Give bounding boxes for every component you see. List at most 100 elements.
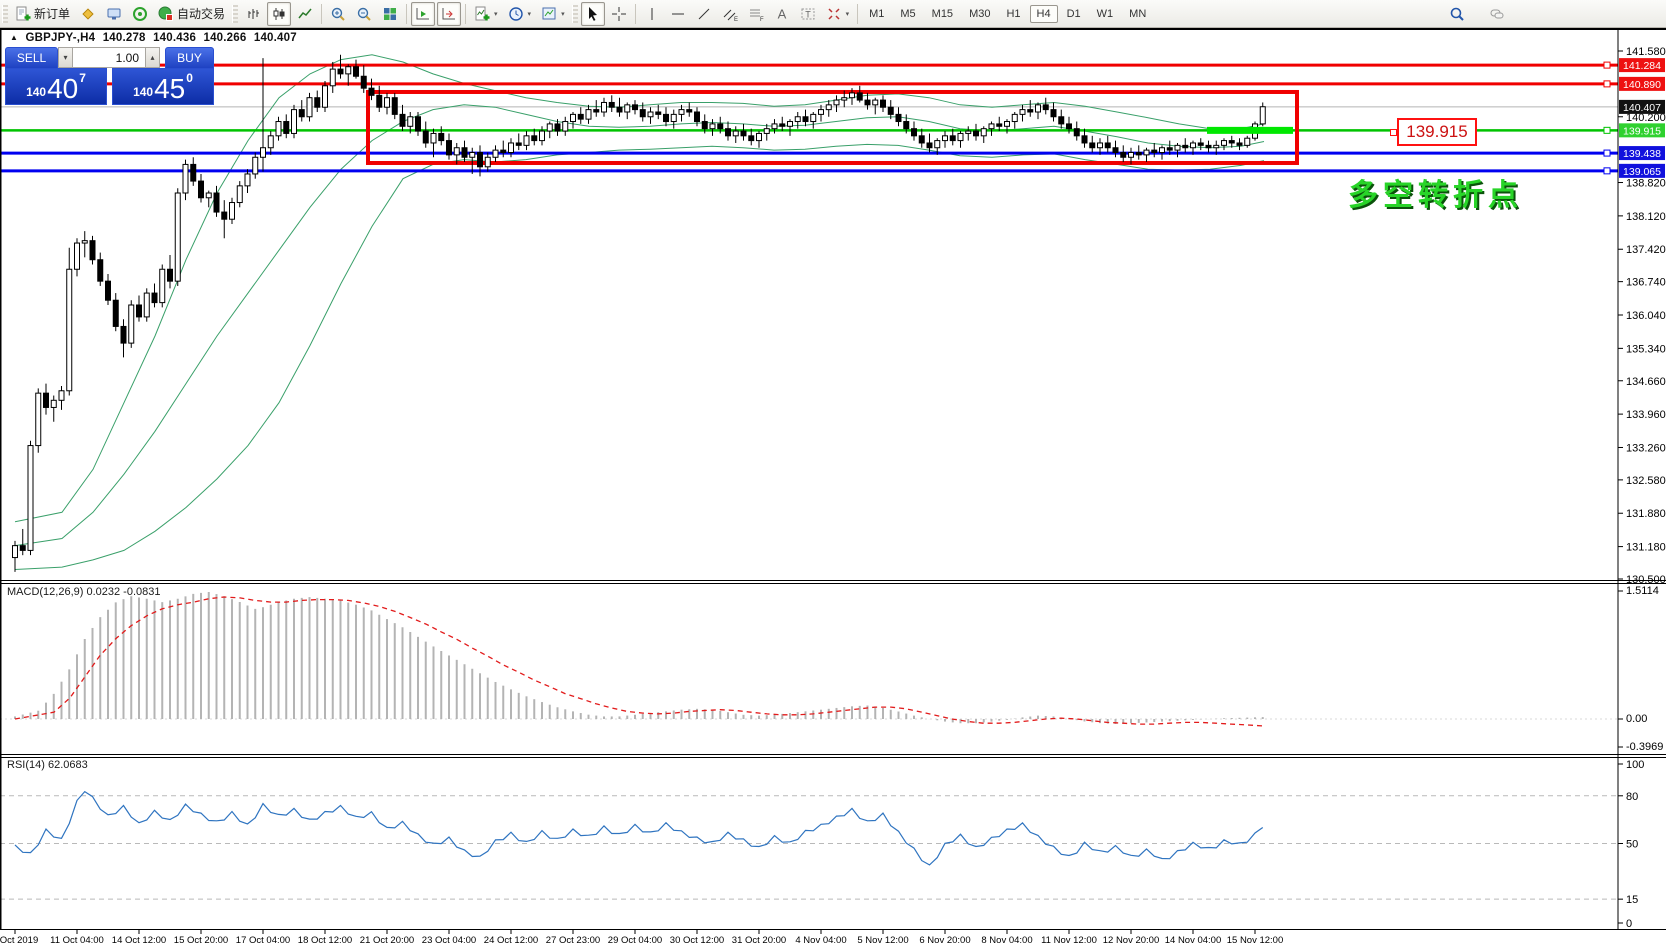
price-tick-label: 141.580 [1626,46,1666,58]
tab-timeframe-m30[interactable]: M30 [969,7,991,20]
tab-timeframe-h4[interactable]: H4 [1029,4,1058,23]
rsi-panel[interactable] [0,790,1618,900]
equidistant-channel-button[interactable]: E [718,2,742,26]
toolbar-drag-handle[interactable] [2,4,8,23]
tab-timeframe-h1[interactable]: H1 [1006,7,1021,20]
line-anchor-handle[interactable] [1603,61,1611,69]
text-label-button[interactable]: T [796,2,820,26]
crosshair-button[interactable] [607,2,631,26]
templates-button[interactable]: ▾ [537,2,569,26]
price-line-label-text: 139.438 [1623,148,1661,160]
line-anchor-handle[interactable] [1603,126,1611,134]
time-tick-label: 24 Oct 12:00 [484,935,538,946]
line-chart-button[interactable] [293,2,317,26]
ohlc-low: 140.266 [203,32,247,44]
navigator-button[interactable] [128,2,152,26]
indicators-button[interactable]: ▾ [470,2,502,26]
chart-header: ▲ GBPJPY-,H4 140.278 140.436 140.266 140… [10,32,301,44]
macd-scale-label: 1.5114 [1626,585,1659,597]
toolbar-drag-handle[interactable] [232,4,239,23]
sell-button[interactable]: SELL [5,47,58,70]
collapse-panel-icon[interactable]: ▲ [10,33,19,42]
clock-icon [508,6,523,21]
price-tick-label: 131.880 [1626,508,1666,520]
data-window-button[interactable] [102,2,126,26]
time-tick-label: 12 Nov 20:00 [1103,935,1160,946]
rsi-scale-label: 50 [1626,839,1638,851]
price-axis[interactable]: 141.580 140.200 138.820 138.120 137.420 136.7… [1618,46,1666,930]
time-tick-label: 5 Nov 12:00 [857,935,908,946]
tab-timeframe-m15[interactable]: M15 [931,7,954,20]
callout-anchor-handle[interactable] [1390,129,1397,136]
tab-timeframe-mn[interactable]: MN [1129,7,1147,20]
price-line-label [1619,163,1665,178]
consolidation-box[interactable] [366,89,1299,165]
search-button[interactable] [1445,2,1469,26]
tab-timeframe-m1[interactable]: M1 [869,7,885,20]
price-line-label-text: 140.407 [1623,102,1661,114]
tab-timeframe-m5[interactable]: M5 [900,7,916,20]
bar-chart-button[interactable] [241,2,265,26]
tab-timeframe-w1[interactable]: W1 [1096,7,1114,20]
trendline-button[interactable] [692,2,716,26]
rsi-scale-label: 15 [1626,894,1638,906]
zoom-out-button[interactable] [352,2,376,26]
price-line-label [1619,146,1665,161]
chat-button[interactable] [1485,2,1509,26]
toolbar-drag-handle[interactable] [571,4,578,23]
price-tick-label: 135.340 [1626,343,1666,355]
macd-signal-line [14,596,1265,727]
line-anchor-handle[interactable] [1603,149,1611,157]
vertical-line-button[interactable] [640,2,664,26]
time-tick-label: 8 Nov 04:00 [981,935,1032,946]
main-chart-panel[interactable] [0,54,1618,572]
crosshair-icon [611,6,626,21]
horizontal-line-button[interactable] [666,2,690,26]
buy-price-main: 45 [154,73,186,104]
auto-scroll-button[interactable] [411,1,436,26]
chevron-down-icon: ▾ [845,10,850,18]
zoom-out-icon [357,7,371,21]
sell-price-sup: 7 [79,71,86,85]
price-line-label [1619,58,1665,73]
candlestick-chart-button[interactable] [267,1,292,26]
line-anchor-handle[interactable] [1603,80,1611,88]
price-callout-label[interactable]: 139.915 [1390,118,1477,146]
auto-trading-button[interactable]: 自动交易 [154,2,229,26]
sell-price-main: 40 [47,73,79,104]
new-order-button[interactable]: 新订单 [11,2,74,26]
buy-price-panel[interactable]: 140 45 0 [112,68,214,105]
time-tick-label: 6 Nov 20:00 [919,935,970,946]
macd-panel[interactable] [0,591,1618,727]
chart-shift-button[interactable] [437,1,462,26]
buy-button[interactable]: BUY [165,47,214,70]
timeframe-group: M1 M5 M15 M30 H1 H4 D1 W1 MN [861,0,1154,27]
volume-input[interactable] [73,47,145,68]
zoom-in-button[interactable] [326,2,350,26]
volume-decrease-button[interactable]: ▾ [58,47,73,68]
styler-button[interactable] [76,2,100,26]
macd-scale-label: -0.3969 [1626,741,1663,753]
line-anchor-handle[interactable] [1603,167,1611,175]
turning-point-annotation[interactable]: 多空转折点 [1348,178,1523,213]
time-axis[interactable]: 9 Oct 2019 11 Oct 04:00 14 Oct 12:00 15 Oct… [0,930,1283,946]
price-tick-label: 137.420 [1626,244,1666,256]
time-tick-label: 17 Oct 04:00 [236,935,290,946]
auto-scroll-icon [416,7,430,19]
signal-icon [133,6,148,21]
new-order-label: 新订单 [34,7,71,21]
volume-increase-button[interactable]: ▴ [145,47,160,68]
cursor-button[interactable] [580,1,605,26]
svg-text:E: E [734,17,738,22]
text-button[interactable]: A [770,2,794,26]
tile-windows-button[interactable] [378,2,402,26]
sell-price-panel[interactable]: 140 40 7 [5,68,107,105]
tab-timeframe-d1[interactable]: D1 [1066,7,1081,20]
fibonacci-button[interactable]: F [744,2,768,26]
macd-indicator-label: MACD(12,26,9) 0.0232 -0.0831 [7,586,161,598]
chart-shift-icon [442,7,456,19]
periods-button[interactable]: ▾ [504,2,536,26]
price-line-label [1619,99,1665,114]
arrows-button[interactable]: ▾ [822,2,854,26]
